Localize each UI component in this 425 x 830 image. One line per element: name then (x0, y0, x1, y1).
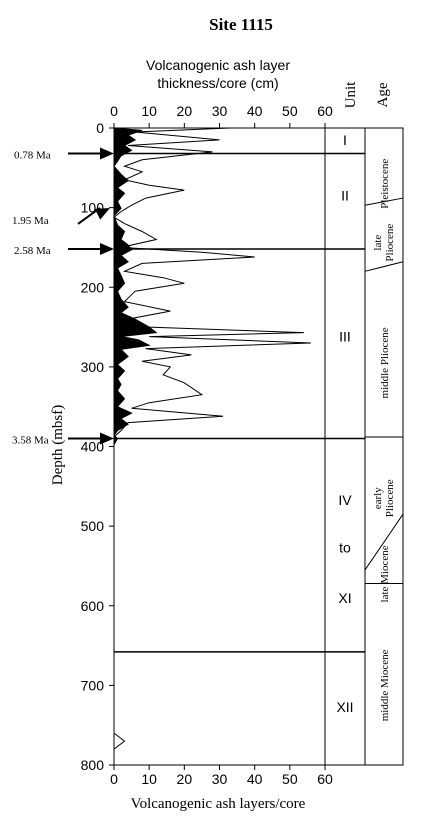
age-label: earlyPliocene (372, 479, 396, 517)
y-tick-label: 800 (81, 757, 105, 773)
chart-title: Site 1115 (209, 15, 273, 34)
age-boundary-line (364, 261, 404, 272)
age-marker-label: 2.58 Ma (14, 245, 51, 257)
unit-label: I (343, 132, 347, 148)
x-tick-label-bottom: 30 (212, 771, 228, 787)
age-marker-label: 0.78 Ma (14, 149, 51, 161)
age-label: latePliocene (372, 224, 396, 262)
unit-column-frame (324, 127, 366, 766)
x-tick-label-bottom: 40 (247, 771, 263, 787)
age-marker-label: 3.58 Ma (12, 435, 49, 447)
age-header: Age (375, 82, 391, 107)
age-column-frame (364, 127, 404, 766)
x-tick-label-top: 30 (212, 103, 228, 119)
y-tick-label: 600 (81, 598, 105, 614)
y-tick-label: 0 (96, 120, 104, 136)
y-tick-label: 500 (81, 518, 105, 534)
unit-label: XII (336, 699, 353, 715)
top-axis-label-line2: thickness/core (cm) (157, 75, 278, 91)
plot-area: 0010102020303040405050606001002003004005… (12, 103, 404, 787)
x-tick-label-top: 0 (110, 103, 118, 119)
top-axis-label-line1: Volcanogenic ash layer (146, 57, 290, 73)
age-boundary-line (364, 197, 404, 206)
y-axis-label: Depth (mbsf) (50, 405, 66, 485)
unit-header: Unit (343, 81, 359, 109)
plot-frame (113, 127, 326, 766)
age-label: middle Pliocene (379, 327, 391, 398)
x-tick-label-top: 20 (177, 103, 193, 119)
age-label: Pleistocene (379, 159, 391, 209)
y-tick-label: 300 (81, 359, 105, 375)
unit-label: III (339, 329, 351, 345)
x-tick-label-top: 60 (317, 103, 333, 119)
unit-label: IV (338, 492, 352, 508)
unit-label: to (339, 540, 351, 556)
bottom-axis-label: Volcanogenic ash layers/core (131, 796, 306, 812)
y-tick-label: 400 (81, 439, 105, 455)
age-marker-arrow-head (100, 432, 114, 445)
x-tick-label-bottom: 0 (110, 771, 118, 787)
age-boundary-line (364, 513, 404, 571)
age-marker-arrow-head (94, 208, 110, 220)
age-label: middle Miocene (379, 649, 391, 721)
age-marker-label: 1.95 Ma (12, 215, 49, 227)
age-marker-arrow-head (100, 147, 114, 160)
series-ash-thickness-line-1 (113, 127, 311, 445)
unit-label: XI (338, 590, 351, 606)
age-label: late Miocene (379, 545, 391, 602)
x-tick-label-bottom: 10 (141, 771, 157, 787)
series-ash-layers-area (113, 127, 158, 446)
unit-label: II (341, 188, 349, 204)
y-tick-label: 200 (81, 279, 105, 295)
age-marker-arrow-head (100, 243, 114, 255)
series-ash-thickness-line-2 (113, 732, 126, 750)
x-tick-label-top: 10 (141, 103, 157, 119)
y-tick-label: 700 (81, 677, 105, 693)
x-tick-label-bottom: 20 (177, 771, 193, 787)
x-tick-label-bottom: 60 (317, 771, 333, 787)
x-tick-label-bottom: 50 (282, 771, 298, 787)
x-tick-label-top: 50 (282, 103, 298, 119)
x-tick-label-top: 40 (247, 103, 263, 119)
